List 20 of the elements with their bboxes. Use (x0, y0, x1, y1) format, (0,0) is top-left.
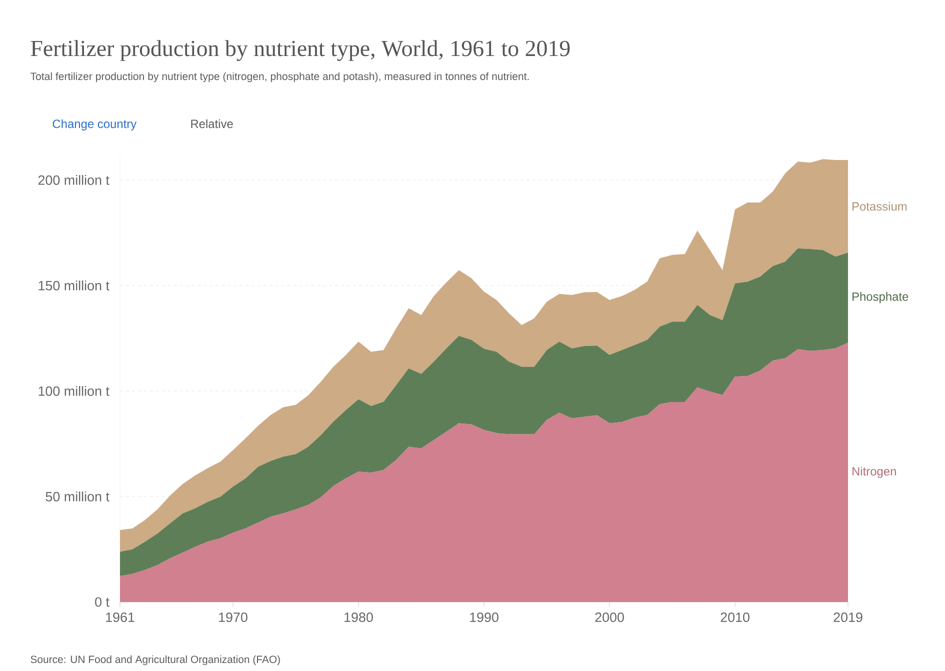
x-tick-label: 2000 (595, 612, 624, 622)
x-tick-label: 2019 (834, 612, 862, 622)
text: Change country (52, 119, 137, 130)
x-tick-label: 1961 (106, 612, 134, 622)
x-tick-label: 2010 (720, 612, 750, 622)
y-tick-label: 50 million t (46, 492, 110, 502)
y-tick-label: 150 million t (38, 280, 110, 290)
series-label: Potassium (852, 202, 907, 211)
x-tick-label: 1970 (219, 612, 248, 622)
series-label: Nitrogen (852, 466, 896, 478)
y-tick-label: 100 million t (38, 386, 110, 396)
y-tick-label: 200 million t (38, 175, 110, 185)
series-label: Phosphate (852, 292, 908, 304)
source-note: Source: UN Food and Agricultural Organization (FAO) (30, 655, 280, 666)
chart-subtitle: Total fertilizer production by nutrient type (nitrogen, phosphate and potash), measured in tonnes of nutrient. (30, 72, 529, 82)
x-tick-label: 1980 (344, 612, 373, 622)
chart-title: Fertilizer production by nutrient type, World, 1961 to 2019 (30, 40, 570, 61)
x-tick-label: 1990 (470, 612, 498, 622)
y-tick-label: 0 t (95, 597, 110, 607)
text: Relative (191, 119, 233, 128)
